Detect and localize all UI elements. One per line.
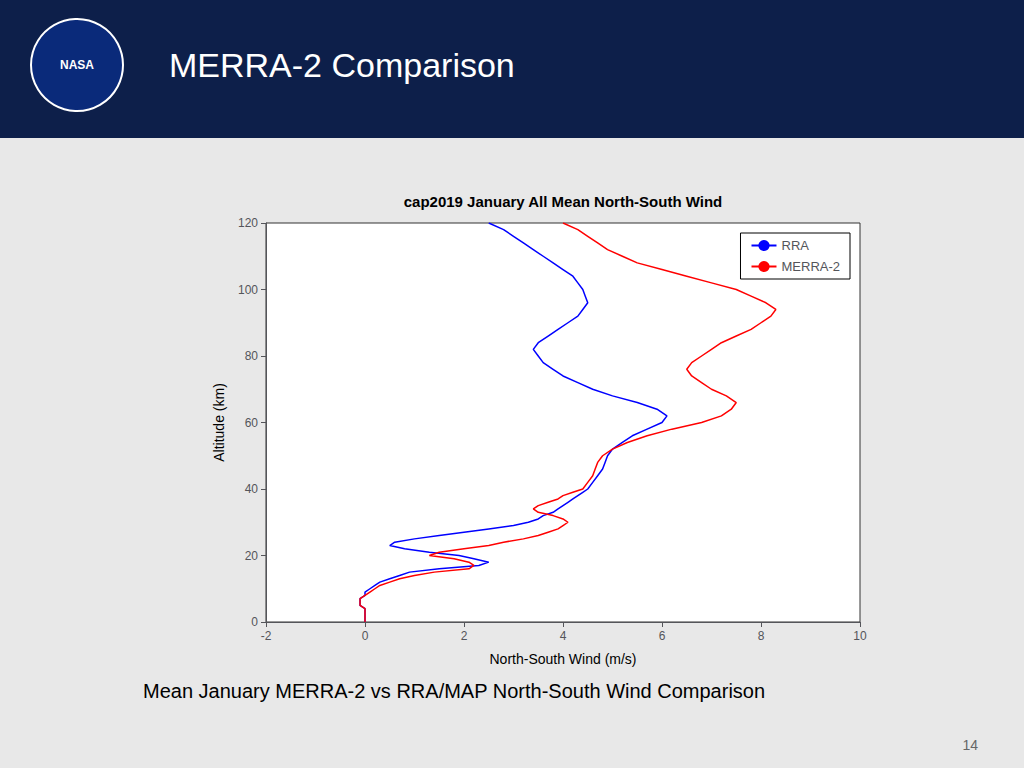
svg-text:cap2019 January All Mean North: cap2019 January All Mean North-South Win… <box>404 193 723 210</box>
svg-text:80: 80 <box>245 349 259 363</box>
svg-text:Altitude (km): Altitude (km) <box>211 383 227 462</box>
svg-text:0: 0 <box>251 615 258 629</box>
svg-text:40: 40 <box>245 482 259 496</box>
svg-text:2: 2 <box>461 629 468 643</box>
svg-text:0: 0 <box>362 629 369 643</box>
svg-text:6: 6 <box>659 629 666 643</box>
svg-text:North-South Wind (m/s): North-South Wind (m/s) <box>489 651 636 667</box>
svg-text:14: 14 <box>962 737 978 753</box>
svg-text:10: 10 <box>853 629 867 643</box>
svg-text:-2: -2 <box>261 629 272 643</box>
svg-text:MERRA-2 Comparison: MERRA-2 Comparison <box>169 46 515 84</box>
svg-text:100: 100 <box>238 283 258 297</box>
svg-text:60: 60 <box>245 416 259 430</box>
svg-text:8: 8 <box>758 629 765 643</box>
svg-text:MERRA-2: MERRA-2 <box>781 259 840 274</box>
svg-text:20: 20 <box>245 549 259 563</box>
svg-text:Mean January MERRA-2 vs RRA/MA: Mean January MERRA-2 vs RRA/MAP North-So… <box>143 680 765 702</box>
svg-text:NASA: NASA <box>60 58 94 72</box>
svg-text:4: 4 <box>560 629 567 643</box>
svg-text:120: 120 <box>238 216 258 230</box>
svg-text:RRA: RRA <box>781 238 809 253</box>
